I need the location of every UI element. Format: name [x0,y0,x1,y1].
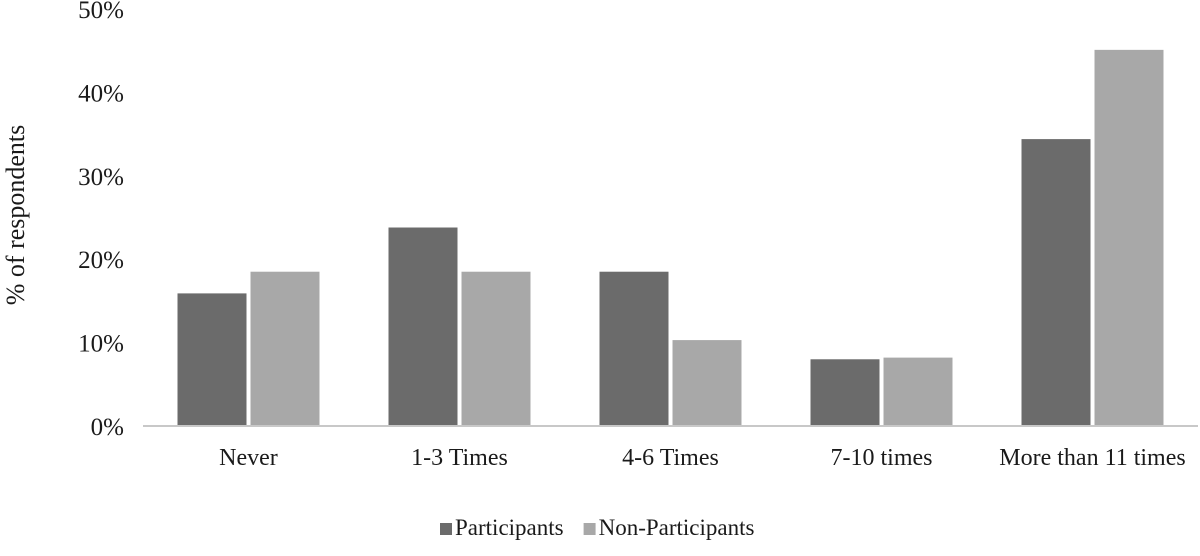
x-tick-label: 4-6 Times [622,445,719,471]
bar-non-participants-2 [672,340,742,426]
bar-non-participants-1 [461,271,531,426]
bar-participants-2 [599,271,669,426]
legend: Participants Non-Participants [440,515,754,540]
y-tick-label: 30% [78,164,124,191]
bar-non-participants-0 [250,271,320,426]
y-tick-labels: 0% 10% 20% 30% 40% 50% [78,0,124,441]
y-tick-label: 50% [78,0,124,24]
legend-label: Participants [455,515,564,540]
x-tick-label: 1-3 Times [411,445,508,471]
y-axis-title: % of respondents [1,125,30,306]
legend-swatch-non-participants [583,523,596,535]
legend-swatch-participants [440,523,452,535]
y-tick-label: 10% [78,331,124,358]
x-tick-label: 7-10 times [831,445,933,471]
bar-participants-3 [810,359,880,426]
x-tick-label: More than 11 times [999,445,1185,471]
bar-participants-1 [388,227,458,426]
x-tick-labels: Never 1-3 Times 4-6 Times 7-10 times More th… [219,445,1186,471]
y-tick-label: 40% [78,80,124,107]
bar-participants-0 [177,293,247,426]
bars [177,49,1164,427]
bar-participants-4 [1021,139,1091,426]
legend-label: Non-Participants [599,515,755,540]
y-tick-label: 20% [78,247,124,274]
bar-non-participants-4 [1094,49,1164,427]
y-tick-label: 0% [91,414,124,441]
x-tick-label: Never [219,445,278,471]
bar-non-participants-3 [883,357,953,426]
y-axis-title-group: % of respondents [1,125,30,306]
